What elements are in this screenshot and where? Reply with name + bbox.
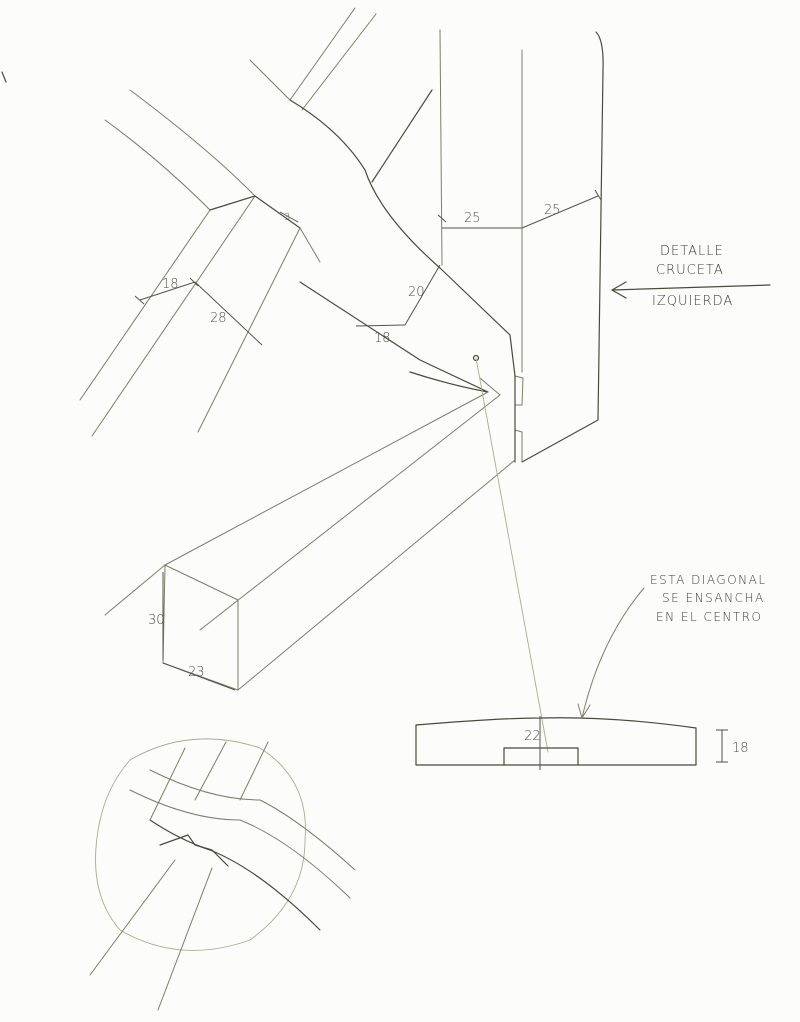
- pencil-mark: [1, 71, 7, 83]
- circle-detail: [89, 738, 356, 1011]
- title-line-2: CRUCETA: [656, 263, 724, 278]
- dim-small-3: 3: [284, 212, 290, 223]
- dim-left-18: 18: [162, 277, 179, 292]
- upper-diagonal-beam: [104, 7, 516, 377]
- title-arrow: [611, 281, 771, 299]
- title-line-1: DETALLE: [660, 244, 724, 259]
- dim-diag-20: 20: [408, 285, 425, 300]
- title-note: DETALLE CRUCETA IZQUIERDA: [652, 244, 733, 309]
- dim-left-28: 28: [210, 311, 227, 326]
- dimension-labels: 25 25 3 18 28 20 18 30 23 22 18: [148, 203, 749, 756]
- dim-top-left-25: 25: [464, 211, 481, 226]
- leader-line: [472, 354, 549, 753]
- section-note: ESTA DIAGONAL SE ENSANCHA EN EL CENTRO: [650, 573, 767, 624]
- title-line-3: IZQUIERDA: [652, 294, 733, 309]
- dim-top-right-25: 25: [544, 203, 561, 218]
- dim-end-30: 30: [148, 613, 165, 628]
- left-member: [79, 195, 321, 437]
- lower-diagonal-beam: [104, 281, 516, 691]
- dim-end-23: 23: [188, 665, 205, 680]
- note-line-3: EN EL CENTRO: [656, 610, 763, 624]
- dim-diag-18: 18: [374, 331, 391, 346]
- cross-section: [415, 587, 728, 770]
- note-line-1: ESTA DIAGONAL: [650, 573, 767, 587]
- vertical-post: [439, 29, 604, 463]
- note-line-2: SE ENSANCHA: [662, 591, 765, 605]
- dim-section-22: 22: [524, 729, 541, 744]
- dimension-lines: [134, 189, 602, 691]
- dim-section-18: 18: [732, 741, 749, 756]
